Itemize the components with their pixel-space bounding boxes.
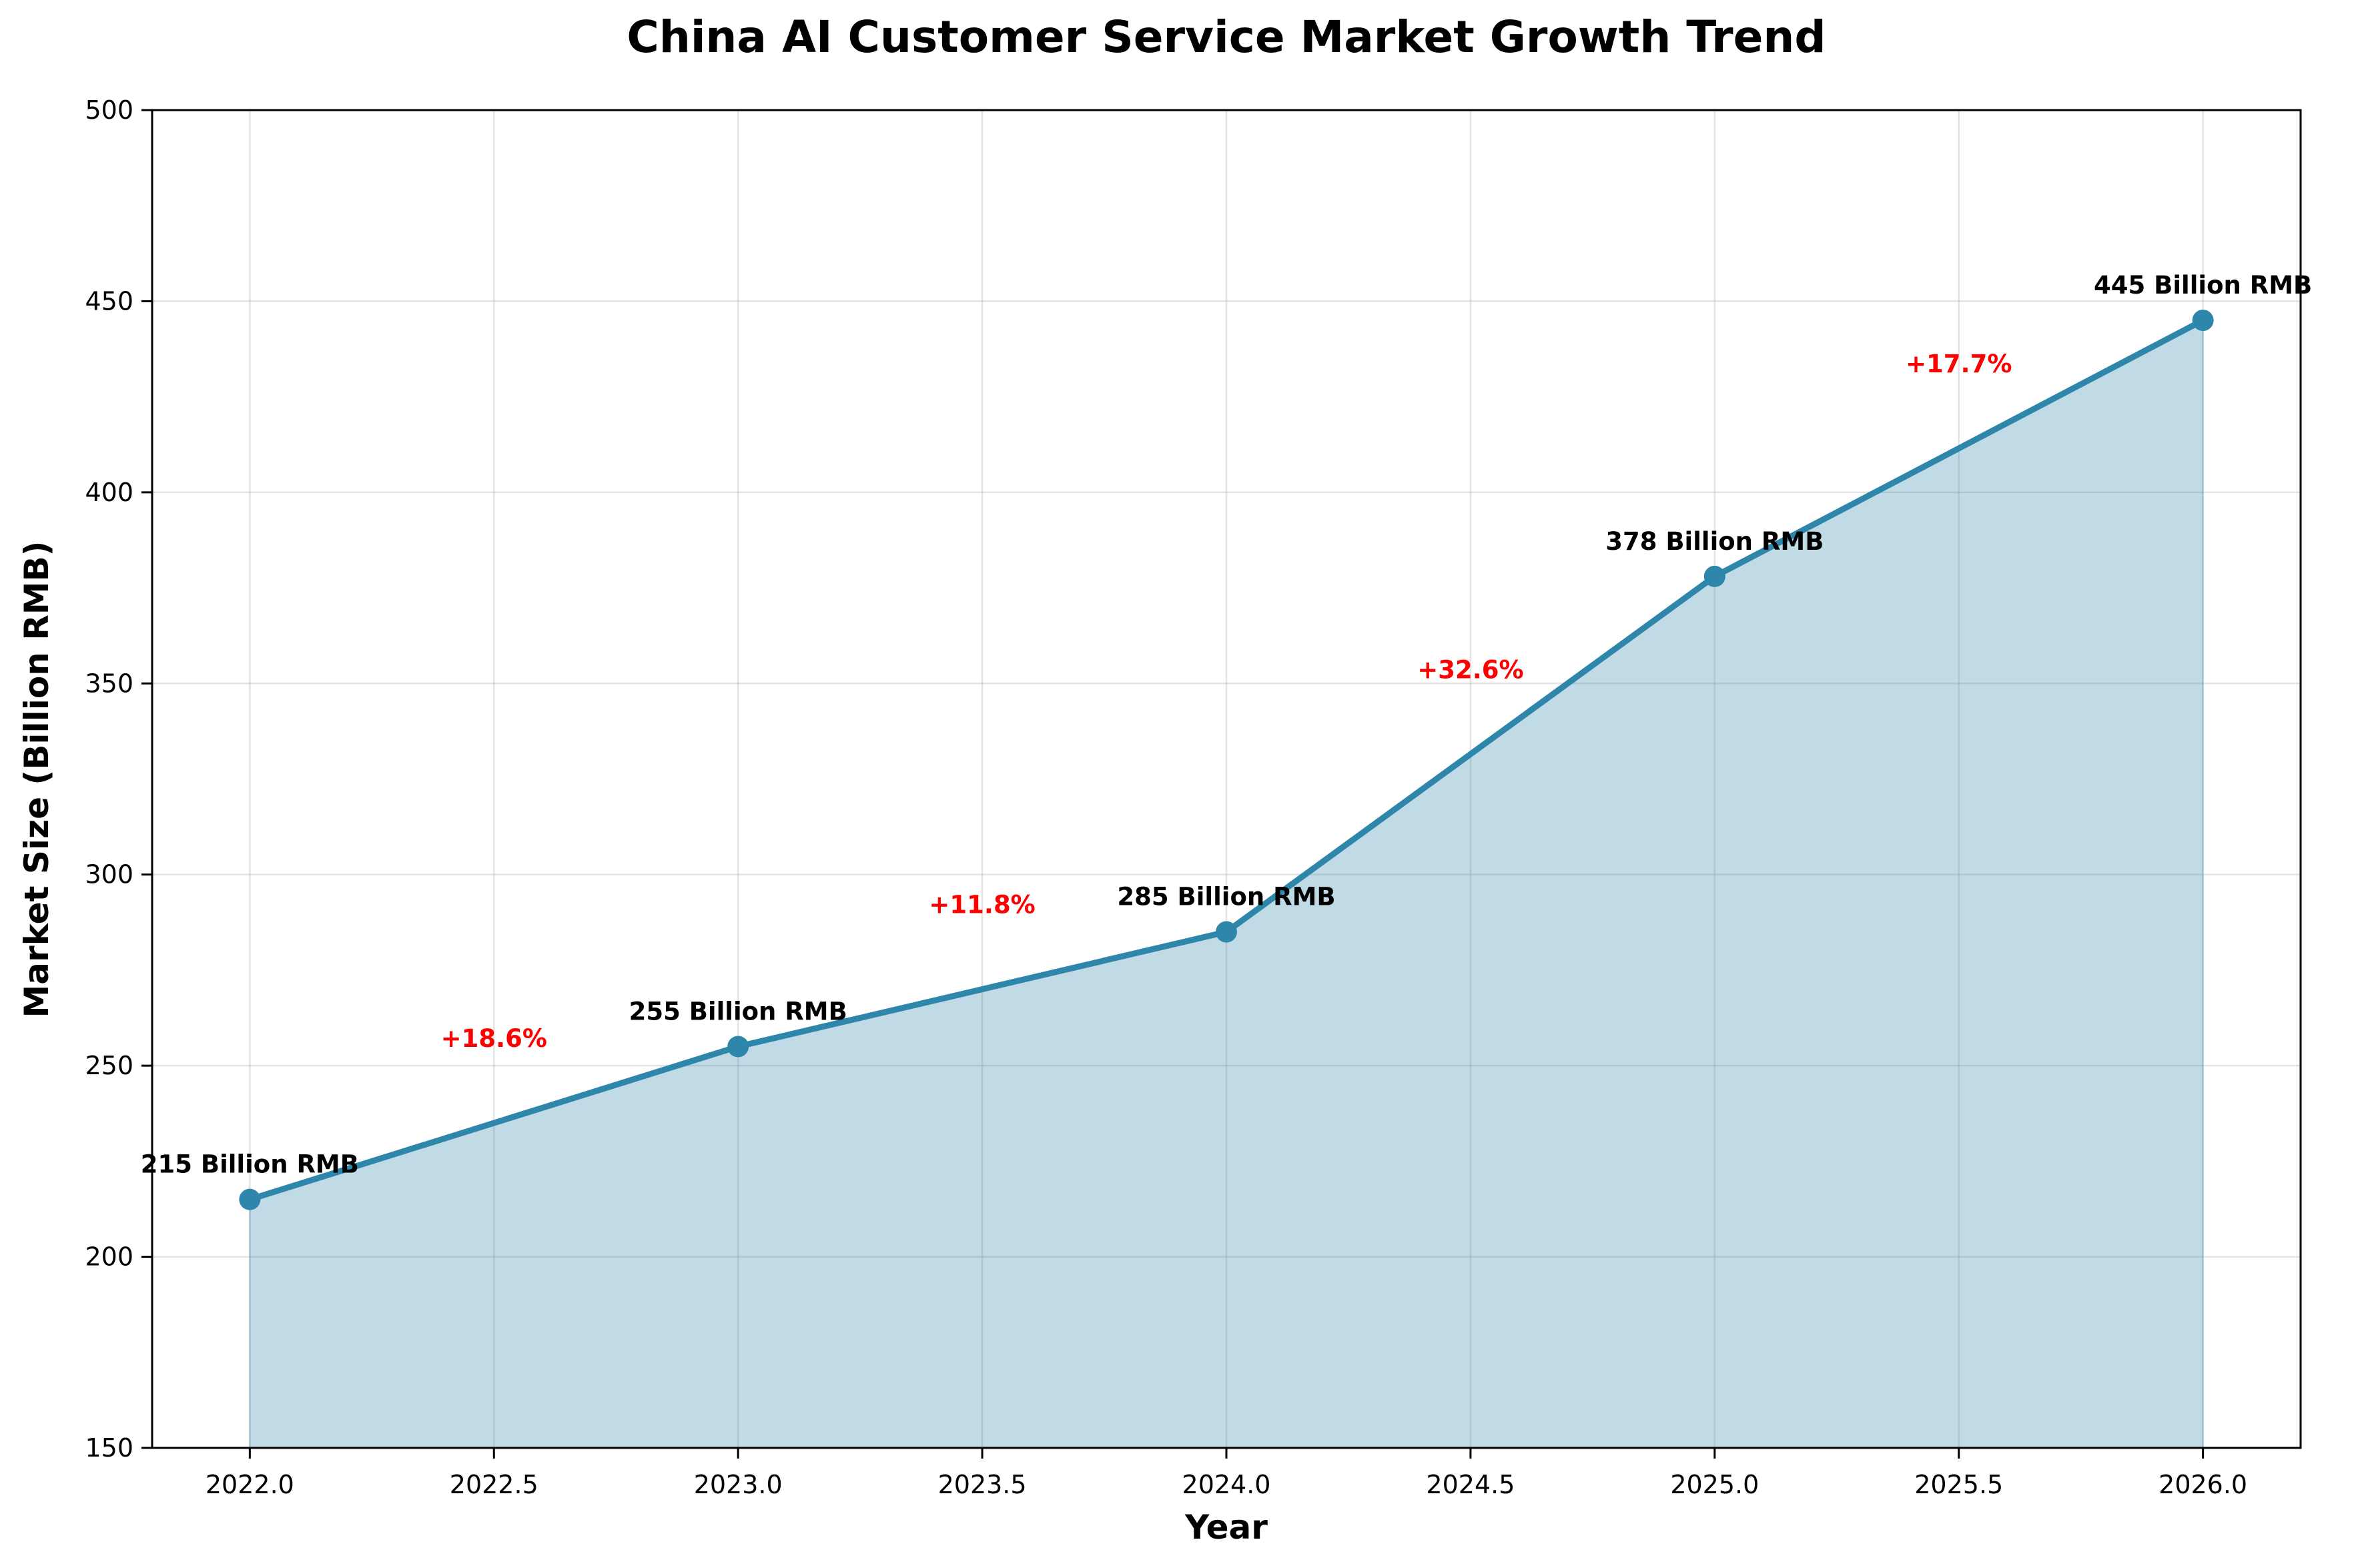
data-labels: 215 Billion RMB 255 Billion RMB 285 Billio… — [141, 271, 2312, 1179]
x-axis-ticks: 2022.0 2022.5 2023.0 2023.5 2024.0 2024.5 2025… — [206, 1448, 2247, 1499]
y-tick-label: 300 — [85, 860, 133, 889]
data-point-marker — [2192, 310, 2214, 332]
y-tick-label: 400 — [85, 478, 133, 507]
series-line — [239, 310, 2214, 1210]
y-tick-label: 450 — [85, 286, 133, 316]
y-tick-label: 350 — [85, 669, 133, 698]
growth-rate-label: +11.8% — [929, 891, 1035, 919]
x-tick-label: 2022.0 — [206, 1470, 294, 1499]
x-tick-label: 2025.0 — [1670, 1470, 1759, 1499]
x-axis-label: Year — [1184, 1508, 1268, 1547]
data-point-marker — [727, 1036, 749, 1058]
data-point-marker — [1703, 565, 1725, 587]
chart-title: China AI Customer Service Market Growth … — [627, 11, 1826, 63]
x-tick-label: 2025.5 — [1914, 1470, 2003, 1499]
growth-rate-label: +18.6% — [441, 1024, 547, 1053]
value-label: 255 Billion RMB — [629, 998, 847, 1026]
y-tick-label: 250 — [85, 1051, 133, 1080]
value-label: 445 Billion RMB — [2094, 271, 2312, 300]
y-tick-label: 200 — [85, 1242, 133, 1272]
y-axis-ticks: 150 200 250 300 350 400 450 500 — [85, 95, 152, 1463]
growth-rate-label: +17.7% — [1906, 350, 2012, 378]
x-tick-label: 2022.5 — [450, 1470, 538, 1499]
x-tick-label: 2023.0 — [694, 1470, 783, 1499]
value-label: 215 Billion RMB — [141, 1150, 359, 1179]
x-tick-label: 2024.0 — [1182, 1470, 1271, 1499]
value-label: 378 Billion RMB — [1605, 527, 1824, 556]
y-axis-label: Market Size (Billion RMB) — [17, 541, 56, 1018]
data-point-marker — [239, 1188, 261, 1210]
x-tick-label: 2024.5 — [1426, 1470, 1515, 1499]
data-point-marker — [1216, 921, 1237, 943]
y-tick-label: 150 — [85, 1433, 133, 1463]
x-tick-label: 2026.0 — [2158, 1470, 2247, 1499]
y-tick-label: 500 — [85, 95, 133, 125]
value-label: 285 Billion RMB — [1117, 883, 1335, 911]
x-tick-label: 2023.5 — [938, 1470, 1027, 1499]
growth-rate-label: +32.6% — [1417, 655, 1523, 684]
